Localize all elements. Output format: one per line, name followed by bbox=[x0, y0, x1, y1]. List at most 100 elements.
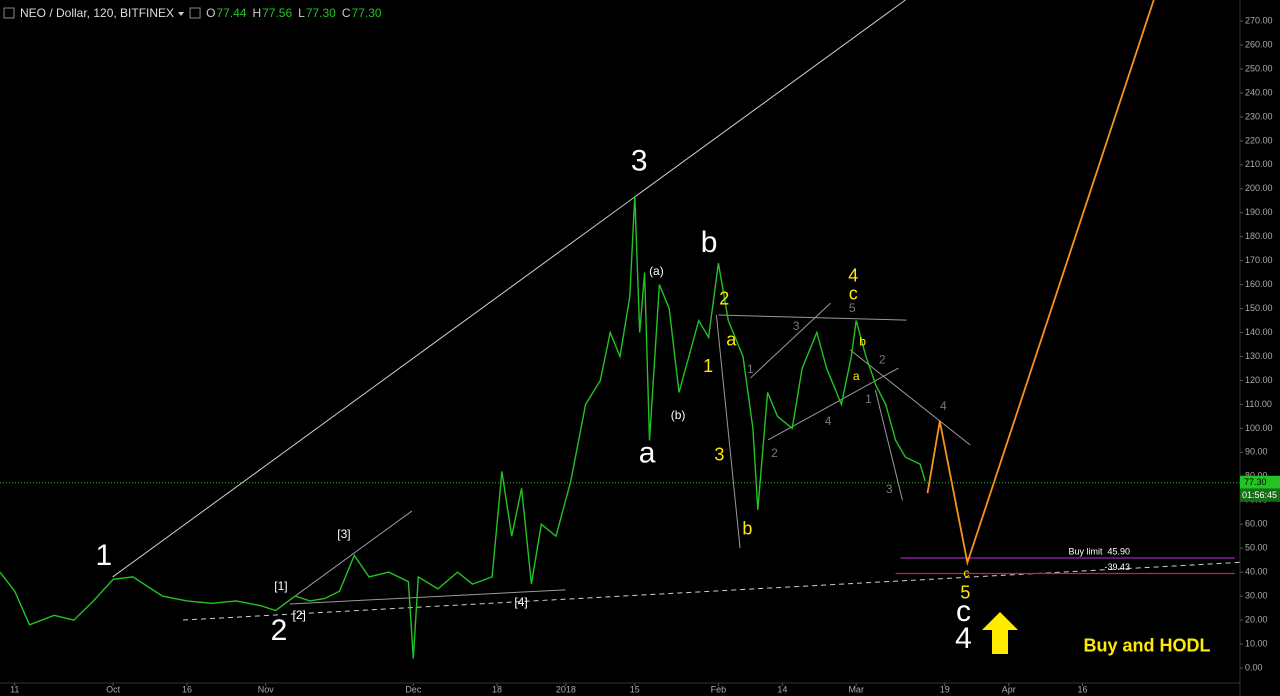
y-tick-label: 40.00 bbox=[1245, 567, 1268, 577]
wave-label: [2] bbox=[293, 608, 306, 622]
x-tick-label: Nov bbox=[258, 684, 275, 694]
ohlc-value: 77.56 bbox=[262, 6, 292, 20]
trend-line bbox=[715, 315, 741, 549]
y-tick-label: 120.00 bbox=[1245, 375, 1273, 385]
x-tick-label: 2018 bbox=[556, 684, 576, 694]
wave-label: a bbox=[726, 330, 737, 350]
trend-line bbox=[767, 367, 899, 441]
trend-line bbox=[874, 389, 903, 501]
x-tick-label: 19 bbox=[940, 684, 950, 694]
y-tick-label: 150.00 bbox=[1245, 303, 1273, 313]
y-tick-label: 190.00 bbox=[1245, 207, 1273, 217]
price-level-label: Buy limit 45.90 bbox=[1068, 546, 1130, 556]
trend-line bbox=[289, 589, 566, 605]
collapse-icon[interactable] bbox=[3, 7, 15, 19]
wave-label: b bbox=[859, 334, 866, 348]
y-tick-label: 200.00 bbox=[1245, 183, 1273, 193]
wave-label: 1 bbox=[95, 539, 112, 572]
wave-label: 2 bbox=[271, 614, 288, 647]
x-tick-label: Apr bbox=[1002, 684, 1016, 694]
wave-label: 2 bbox=[879, 352, 886, 366]
ohlc-key: O bbox=[206, 6, 215, 20]
y-tick-label: 80.00 bbox=[1245, 471, 1268, 481]
price-line bbox=[926, 0, 1155, 567]
wave-label: b bbox=[742, 519, 752, 539]
wave-label: 3 bbox=[714, 445, 724, 465]
x-tick-label: 11 bbox=[10, 684, 19, 694]
last-price-badge bbox=[1240, 475, 1280, 489]
wave-label: 4 bbox=[940, 399, 947, 413]
x-tick-label: 16 bbox=[182, 684, 192, 694]
y-tick-label: 20.00 bbox=[1245, 614, 1268, 624]
y-tick-label: 260.00 bbox=[1245, 39, 1273, 49]
settings-icon bbox=[189, 7, 201, 19]
header: NEO / Dollar, 120, BITFINEX O 77.44 H 77.56… bbox=[3, 6, 382, 20]
y-tick-label: 140.00 bbox=[1245, 327, 1273, 337]
wave-label: (b) bbox=[671, 408, 686, 422]
y-tick-label: 30.00 bbox=[1245, 590, 1268, 600]
y-tick-label: 90.00 bbox=[1245, 447, 1268, 457]
wave-label: b bbox=[701, 226, 718, 259]
last-price-label: 77.30 bbox=[1244, 477, 1267, 487]
wave-label: c bbox=[849, 284, 858, 304]
wave-label: c bbox=[956, 595, 971, 628]
countdown-badge bbox=[1240, 488, 1280, 502]
y-tick-label: 230.00 bbox=[1245, 111, 1273, 121]
wave-label: 4 bbox=[825, 414, 832, 428]
trend-line bbox=[718, 314, 907, 321]
trend-line bbox=[282, 510, 413, 606]
wave-label: 3 bbox=[631, 144, 648, 177]
ohlc-value: 77.30 bbox=[352, 6, 382, 20]
y-tick-label: 10.00 bbox=[1245, 638, 1268, 648]
x-tick-label: 18 bbox=[492, 684, 502, 694]
x-tick-label: 16 bbox=[1078, 684, 1088, 694]
wave-label: 5 bbox=[960, 583, 970, 603]
trend-line bbox=[750, 302, 831, 379]
trend-line bbox=[112, 0, 906, 578]
wave-label: a bbox=[853, 369, 860, 383]
y-tick-label: 250.00 bbox=[1245, 63, 1273, 73]
wave-label: c bbox=[963, 566, 969, 580]
y-tick-label: 180.00 bbox=[1245, 231, 1273, 241]
y-tick-label: 60.00 bbox=[1245, 519, 1268, 529]
ohlc-value: 77.44 bbox=[216, 6, 246, 20]
ohlc-value: 77.30 bbox=[306, 6, 336, 20]
y-tick-label: 220.00 bbox=[1245, 135, 1273, 145]
trend-line bbox=[183, 561, 1240, 621]
wave-label: Buy and HODL bbox=[1084, 636, 1211, 656]
wave-label: 1 bbox=[747, 362, 754, 376]
ohlc-key: L bbox=[298, 6, 305, 20]
ohlc-key: H bbox=[252, 6, 261, 20]
x-tick-label: Feb bbox=[711, 684, 727, 694]
y-tick-label: 210.00 bbox=[1245, 159, 1273, 169]
y-tick-label: 160.00 bbox=[1245, 279, 1273, 289]
wave-label: 1 bbox=[703, 356, 713, 376]
wave-label: 3 bbox=[886, 482, 893, 496]
y-tick-label: 170.00 bbox=[1245, 255, 1273, 265]
x-tick-label: Dec bbox=[405, 684, 422, 694]
y-tick-label: 270.00 bbox=[1245, 15, 1273, 25]
wave-label: [3] bbox=[337, 527, 350, 541]
wave-label: 3 bbox=[793, 319, 800, 333]
y-tick-label: 100.00 bbox=[1245, 423, 1273, 433]
y-tick-label: 50.00 bbox=[1245, 543, 1268, 553]
x-tick-label: Oct bbox=[106, 684, 121, 694]
wave-label: 1 bbox=[865, 392, 872, 406]
y-tick-label: 240.00 bbox=[1245, 87, 1273, 97]
arrow-icon bbox=[982, 612, 1018, 654]
wave-label: 5 bbox=[849, 301, 856, 315]
y-tick-label: 110.00 bbox=[1245, 399, 1272, 409]
wave-label: [1] bbox=[274, 579, 287, 593]
dropdown-icon bbox=[178, 12, 185, 16]
axes: 0.0010.0020.0030.0040.0050.0060.0070.008… bbox=[10, 15, 1280, 694]
countdown-label: 01:56:45 bbox=[1242, 490, 1277, 500]
x-tick-label: 15 bbox=[630, 684, 640, 694]
wave-label: 4 bbox=[955, 622, 972, 655]
y-tick-label: 0.00 bbox=[1245, 662, 1263, 672]
wave-label: (a) bbox=[649, 264, 664, 278]
wave-label: 2 bbox=[771, 446, 778, 460]
wave-label: 4 bbox=[848, 266, 858, 286]
plot-area: Buy limit 45.90-39.43123abc4[1][2][3][4]… bbox=[0, 0, 1240, 659]
x-tick-label: Mar bbox=[848, 684, 864, 694]
